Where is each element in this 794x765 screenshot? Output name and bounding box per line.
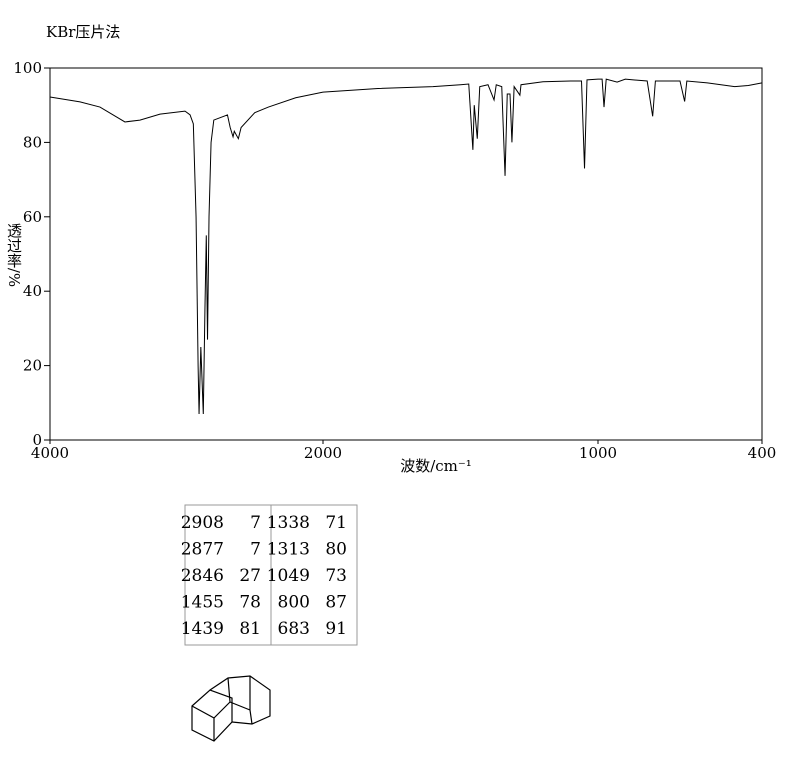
table-cell: 1313 [267,540,310,560]
table-cell: 2877 [181,540,224,560]
y-tick-label: 20 [23,357,42,375]
y-tick-label: 0 [32,431,42,449]
table-cell: 1338 [267,513,310,533]
molecule-structure [191,675,271,742]
table-cell: 7 [250,540,261,560]
x-axis-label: 波数/cm⁻¹ [400,457,472,475]
y-tick-label: 80 [23,133,42,151]
table-cell: 1439 [181,619,224,639]
y-axis-label: 透过率/% [5,223,23,287]
table-cell: 87 [325,593,347,613]
y-tick-label: 100 [13,59,42,77]
plot-frame [49,67,763,441]
table-cell: 683 [278,619,310,639]
x-tick-label: 1000 [579,444,617,462]
x-tick-label: 4000 [31,444,69,462]
table-cell: 78 [239,593,261,613]
y-tick-label: 40 [23,282,42,300]
table-cell: 800 [278,593,310,613]
chart-title: KBr压片法 [46,23,120,41]
x-tick-label: 400 [748,444,777,462]
table-cell: 27 [239,566,261,586]
table-cell: 91 [325,619,347,639]
table-cell: 73 [325,566,347,586]
x-tick-label: 2000 [304,444,342,462]
table-cell: 2908 [181,513,224,533]
table-cell: 71 [325,513,347,533]
table-cell: 80 [325,540,347,560]
table-cell: 1049 [267,566,310,586]
table-cell: 81 [239,619,261,639]
table-cell: 2846 [181,566,224,586]
spectrum-line [49,78,763,414]
table-cell: 7 [250,513,261,533]
y-tick-label: 60 [23,208,42,226]
table-cell: 1455 [181,593,224,613]
